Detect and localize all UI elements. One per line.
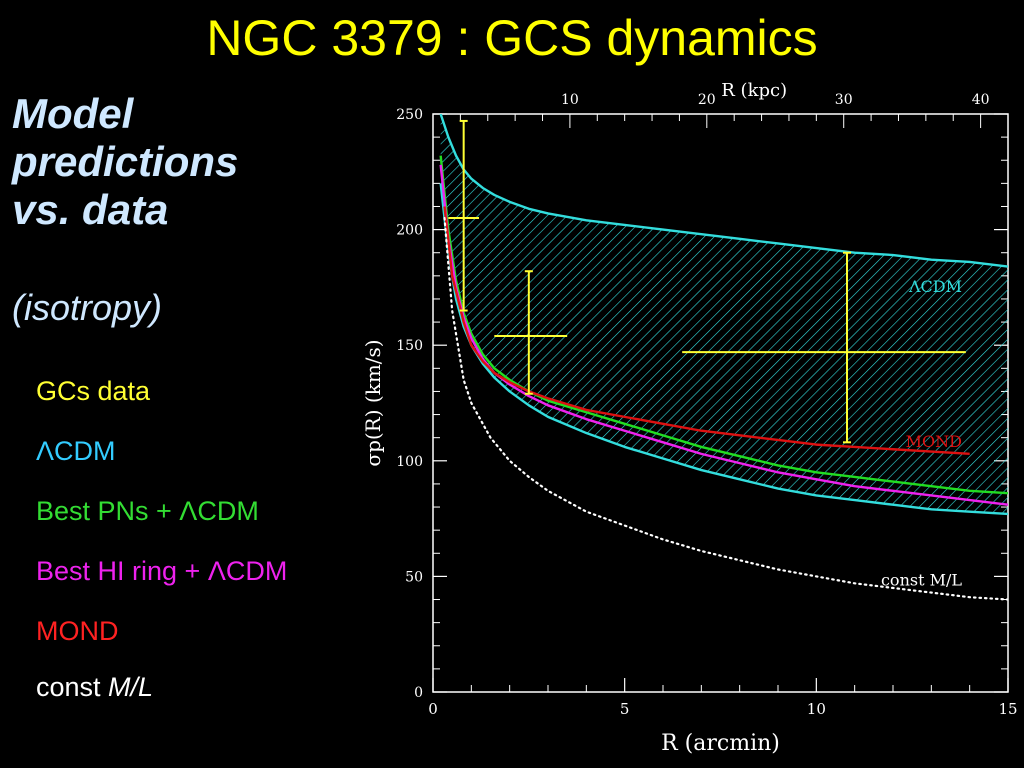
- top-tick-label: 10: [561, 92, 579, 108]
- x-tick-label: 10: [807, 700, 826, 718]
- legend-item-mond: MOND: [36, 616, 119, 646]
- plot-area: [439, 114, 1008, 601]
- top-tick-label: 20: [698, 92, 716, 108]
- slide-title: NGC 3379 : GCS dynamics: [206, 10, 818, 66]
- legend-item-gcs-data: GCs data: [36, 376, 151, 406]
- best-pns-cdm-line: [439, 155, 1008, 495]
- legend-const-prefix: const: [36, 672, 109, 702]
- y-tick-label: 150: [396, 338, 423, 354]
- x-tick-label: 5: [620, 700, 630, 718]
- const-m-l-line: [443, 216, 1008, 601]
- legend-item-const-ml: const M/L: [36, 672, 153, 703]
- y-axis-label: σp(R) (km/s): [361, 339, 385, 466]
- y-tick-label: 50: [405, 569, 423, 585]
- cdm-band-upper-line: [439, 114, 1008, 268]
- legend-item-best-hi-ring: Best HI ring + ΛCDM: [36, 556, 288, 586]
- top-tick-label: 30: [835, 92, 853, 108]
- curve-label: ΛCDM: [908, 277, 962, 296]
- x-tick-label: 15: [998, 700, 1017, 718]
- curve-label: MOND: [906, 432, 962, 451]
- mond-line: [443, 206, 970, 456]
- y-tick-label: 250: [396, 107, 423, 123]
- lcdm-band-fill: [440, 114, 1008, 514]
- top-axis-label: R (kpc): [721, 80, 787, 101]
- top-tick-label: 40: [972, 92, 990, 108]
- best-hi-ring-cdm-line: [439, 164, 1008, 506]
- legend-item-best-pns: Best PNs + ΛCDM: [36, 496, 259, 526]
- y-tick-label: 100: [396, 454, 423, 470]
- subtitle-line-3: vs. data: [12, 186, 169, 233]
- x-tick-label: 0: [428, 700, 438, 718]
- subtitle-line-1: Model: [12, 90, 134, 137]
- y-tick-label: 0: [414, 685, 423, 701]
- legend-item-lcdm: ΛCDM: [36, 436, 116, 466]
- subtitle-note: (isotropy): [12, 287, 163, 328]
- y-tick-label: 200: [396, 223, 423, 239]
- x-axis-label: R (arcmin): [661, 731, 780, 756]
- slide-subtitle: Model predictions vs. data: [12, 90, 238, 234]
- sigma-profile-chart: 0 50 100 150 200 250 0 5 10 15 10 20 30 40 R (arcmin) R…: [361, 80, 1018, 756]
- legend-const-ml-italic: M/L: [108, 672, 154, 702]
- subtitle-line-2: predictions: [12, 138, 239, 185]
- curve-label: const M/L: [881, 571, 962, 590]
